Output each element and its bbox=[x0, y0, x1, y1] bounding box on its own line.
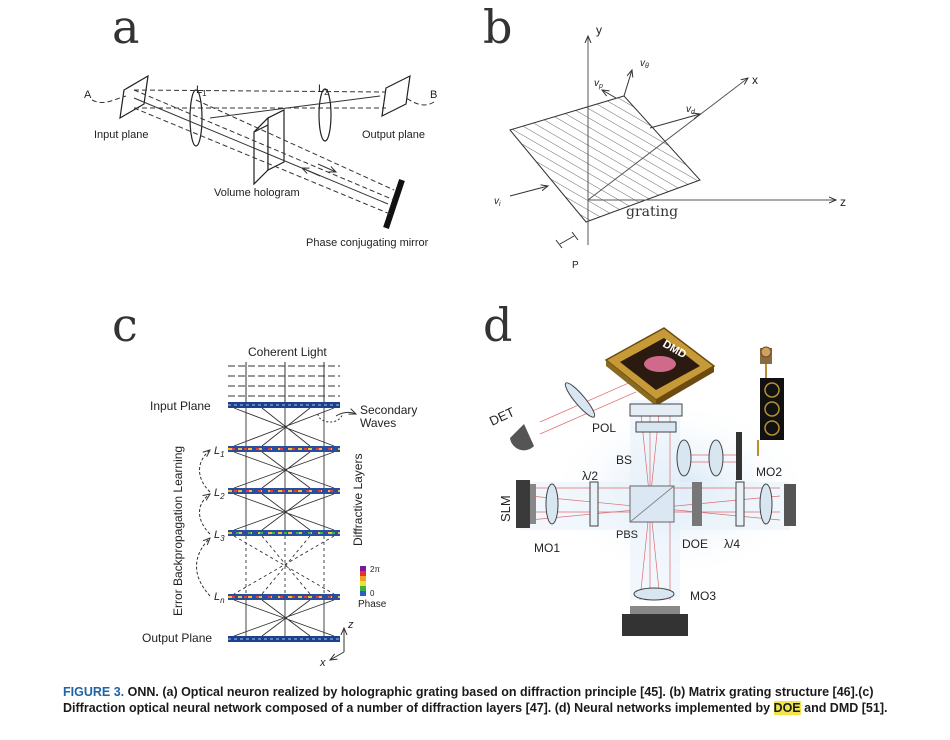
input-plane-shape bbox=[119, 74, 149, 120]
label-v-d: vd bbox=[686, 104, 696, 116]
p-marker bbox=[559, 235, 575, 245]
output-plane-shape bbox=[381, 74, 411, 118]
doe-element bbox=[692, 482, 702, 526]
label-ln-c: Ln bbox=[214, 591, 225, 605]
label-x-c: x bbox=[319, 657, 326, 669]
label-l2: L2 bbox=[318, 83, 329, 97]
label-coherent-light: Coherent Light bbox=[248, 345, 327, 359]
slm-element bbox=[516, 480, 530, 528]
panel-c-diagram: Coherent Light bbox=[142, 345, 417, 669]
lens-l2 bbox=[318, 88, 332, 142]
pol-element bbox=[629, 403, 683, 417]
mirror-right bbox=[784, 484, 796, 526]
label-output-plane-c: Output Plane bbox=[142, 631, 212, 645]
label-output-plane: Output plane bbox=[362, 129, 425, 141]
label-v-theta: vθ bbox=[640, 58, 649, 70]
panel-a-diagram: A B L1 L2 Input plane Output plane Volum… bbox=[84, 74, 437, 249]
label-z-c: z bbox=[347, 619, 354, 631]
figure-canvas: A B L1 L2 Input plane Output plane Volum… bbox=[84, 23, 846, 669]
layer-l2 bbox=[228, 488, 340, 494]
label-phase-top: 2π bbox=[370, 565, 380, 574]
phase-colorbar bbox=[360, 566, 366, 596]
label-mo2: MO2 bbox=[756, 465, 782, 479]
axis-y-label: y bbox=[596, 23, 602, 37]
panel-d-diagram: DMD DET POL BS SLM MO1 bbox=[487, 327, 815, 636]
dmd-chip bbox=[604, 327, 716, 406]
label-bs: BS bbox=[616, 453, 632, 467]
label-phase-bottom: 0 bbox=[370, 589, 375, 598]
layer-input-plane bbox=[228, 402, 340, 408]
label-mo1: MO1 bbox=[534, 541, 560, 555]
x-axis bbox=[587, 78, 748, 201]
layer-output-plane bbox=[228, 636, 340, 642]
label-secondary-2: Waves bbox=[360, 416, 396, 430]
label-l1-c: L1 bbox=[214, 445, 225, 459]
caption-figure-label: FIGURE 3. bbox=[63, 685, 125, 699]
label-slm: SLM bbox=[498, 495, 513, 522]
label-l2-c: L2 bbox=[214, 487, 225, 501]
det-shape bbox=[510, 424, 534, 451]
panel-b-letter: b bbox=[483, 0, 513, 54]
backprop-arrows bbox=[196, 450, 211, 597]
layer-connections bbox=[233, 407, 335, 637]
caption-text-2: and DMD [51]. bbox=[800, 701, 888, 715]
label-error-backprop: Error Backpropagation Learning bbox=[171, 446, 185, 616]
layer-ln bbox=[228, 594, 340, 600]
bs-lens-1 bbox=[676, 439, 692, 477]
label-det: DET bbox=[487, 404, 517, 429]
axis-x-label: x bbox=[752, 73, 758, 87]
laser-source bbox=[757, 346, 784, 456]
axis-z-label: z bbox=[840, 195, 846, 209]
caption-highlight: DOE bbox=[773, 701, 801, 715]
bs-plate bbox=[736, 432, 742, 480]
camera bbox=[622, 606, 688, 636]
label-mo3: MO3 bbox=[690, 589, 716, 603]
label-b: B bbox=[430, 89, 437, 101]
mo2-lens bbox=[759, 483, 773, 525]
det-lens bbox=[564, 382, 596, 418]
mo3-lens bbox=[633, 587, 675, 601]
label-pbs: PBS bbox=[616, 529, 638, 541]
label-grating: grating bbox=[626, 204, 678, 220]
panel-c-letter: c bbox=[112, 298, 138, 352]
label-secondary-1: Secondary bbox=[360, 403, 417, 417]
label-a: A bbox=[84, 89, 92, 101]
mo1-lens bbox=[545, 483, 559, 525]
label-v-i: vi bbox=[494, 196, 501, 208]
panel-a-letter: a bbox=[112, 0, 140, 54]
layer-l3 bbox=[228, 530, 340, 536]
panel-d-letter: d bbox=[483, 298, 513, 352]
label-input-plane: Input plane bbox=[94, 129, 148, 141]
v-d-arrow bbox=[649, 114, 700, 129]
label-lambda4: λ/4 bbox=[724, 537, 740, 551]
half-wave-plate bbox=[589, 481, 599, 527]
label-doe: DOE bbox=[682, 537, 708, 551]
coherent-light-lines bbox=[228, 365, 340, 397]
v-theta-arrow bbox=[623, 70, 632, 97]
panel-b-diagram: y x z P grating vp vθ vd vi bbox=[494, 23, 846, 271]
label-input-plane-c: Input Plane bbox=[150, 399, 211, 413]
label-phase-mirror: Phase conjugating mirror bbox=[306, 237, 429, 249]
figure-caption: FIGURE 3. ONN. (a) Optical neuron realiz… bbox=[63, 684, 893, 716]
label-phase: Phase bbox=[358, 599, 387, 610]
x-axis-c bbox=[330, 651, 345, 660]
label-volume-hologram: Volume hologram bbox=[214, 187, 300, 199]
label-v-p: vp bbox=[594, 78, 603, 90]
phase-mirror-shape bbox=[383, 179, 405, 229]
v-p-arrow bbox=[602, 90, 617, 99]
caption-text-1: ONN. (a) Optical neuron realized by holo… bbox=[63, 685, 874, 715]
label-diffractive-layers: Diffractive Layers bbox=[351, 454, 365, 546]
label-l3-c: L3 bbox=[214, 529, 225, 543]
label-p: P bbox=[572, 260, 579, 271]
lens-l1 bbox=[189, 89, 203, 147]
quarter-wave-plate bbox=[735, 481, 745, 527]
label-lambda2: λ/2 bbox=[582, 469, 598, 483]
volume-hologram-shape bbox=[253, 109, 285, 186]
v-i-arrow bbox=[509, 186, 548, 197]
label-l1: L1 bbox=[196, 84, 207, 98]
bs-lens-2 bbox=[708, 439, 724, 477]
label-pol: POL bbox=[592, 421, 616, 435]
layer-l1 bbox=[228, 446, 340, 452]
